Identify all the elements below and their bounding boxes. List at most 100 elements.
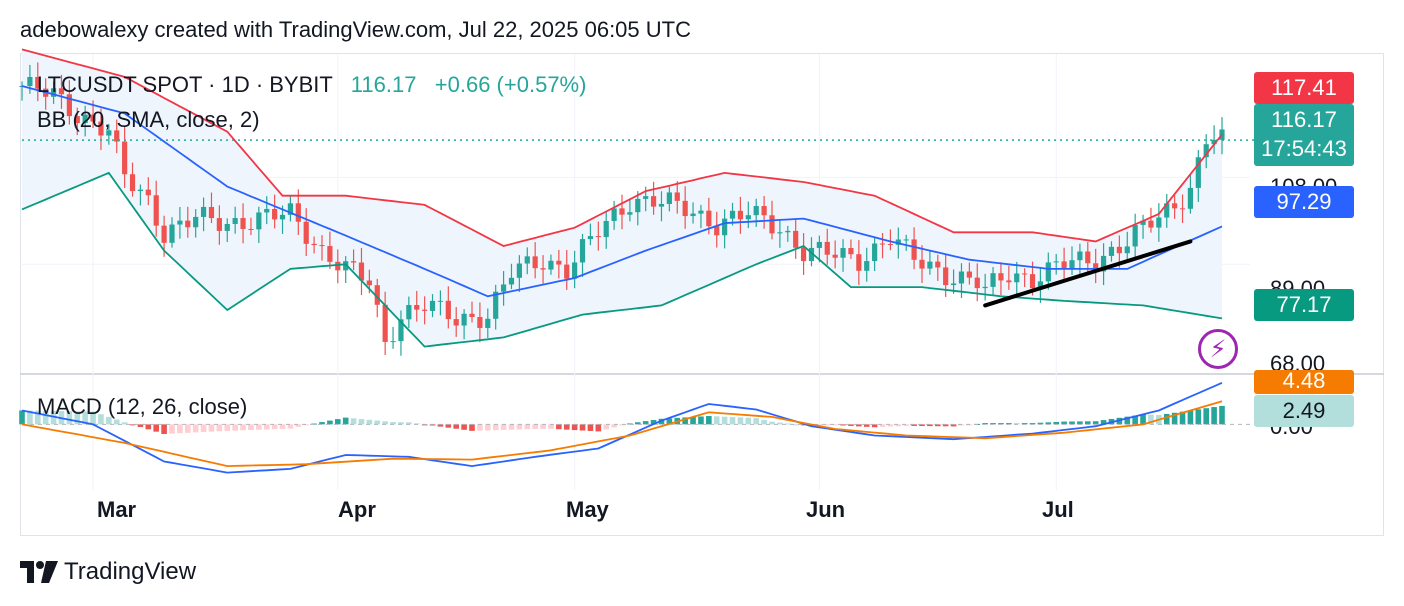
macd-histogram-bar [184, 424, 191, 433]
tradingview-logo-icon [20, 561, 58, 583]
candle-body [737, 210, 744, 220]
candle-body [122, 141, 128, 175]
candle-body [74, 116, 80, 124]
macd-histogram-bar [745, 417, 752, 425]
macd-histogram-bar [208, 424, 215, 432]
candle-body [982, 286, 988, 289]
bb-basis-tag: 97.29 [1254, 186, 1354, 218]
macd-histogram-bar [500, 424, 507, 430]
candle-body [793, 230, 799, 248]
candle-body [674, 192, 680, 201]
candle-body [1085, 251, 1091, 264]
candle-body [90, 114, 96, 122]
macd-histogram-bar [1171, 412, 1178, 425]
macd-histogram-bar [816, 424, 823, 426]
macd-histogram-bar [240, 424, 246, 431]
candle-body [414, 305, 420, 310]
candle-body [635, 198, 641, 213]
macd-histogram-bar [848, 424, 854, 426]
candle-body [82, 114, 88, 124]
macd-histogram-bar [1021, 423, 1028, 425]
macd-histogram-bar [824, 424, 831, 426]
symbol-label[interactable]: LTCUSDT SPOT · 1D · BYBIT [37, 72, 333, 97]
macd-histogram-bar [390, 422, 396, 425]
candle-body [1172, 203, 1178, 209]
macd-histogram-bar [650, 419, 657, 425]
macd-histogram-bar [106, 416, 112, 425]
macd-histogram-bar [1140, 414, 1146, 425]
macd-histogram-bar [263, 424, 270, 430]
macd-histogram-bar [477, 424, 483, 431]
candle-body [1029, 274, 1036, 289]
candle-body [177, 220, 183, 225]
candle-body [1014, 273, 1020, 283]
tradingview-logo[interactable]: TradingView [20, 558, 196, 586]
macd-histogram-bar [50, 410, 57, 425]
macd-histogram-bar [927, 424, 933, 427]
trendline-drawing [983, 239, 1193, 308]
candle-body [1077, 251, 1083, 261]
candle-body [643, 196, 649, 199]
candle-body [595, 236, 601, 238]
macd-histogram-bar [1092, 421, 1099, 425]
candle-body [500, 284, 507, 292]
time-axis-label: Jun [806, 497, 846, 522]
macd-line-tag: 2.49 [1254, 395, 1354, 427]
macd-legend[interactable]: MACD (12, 26, close) [37, 394, 248, 419]
macd-histogram-bar [1077, 421, 1083, 425]
candle-body [998, 273, 1004, 281]
macd-histogram-bar [295, 424, 302, 427]
macd-histogram-bar [958, 424, 965, 426]
lightning-icon[interactable]: ⚡ [1198, 329, 1238, 369]
candle-body [872, 243, 878, 262]
macd-histogram-bar [224, 424, 231, 431]
macd-histogram-bar [769, 421, 775, 425]
macd-histogram-bar [248, 424, 254, 431]
macd-histogram-bar [761, 419, 767, 425]
macd-histogram-bar [366, 419, 373, 425]
macd-histogram-bar [311, 423, 317, 425]
macd-histogram-bar [342, 417, 349, 425]
time-axis-label: Jul [1042, 497, 1074, 522]
candle-body [1108, 246, 1115, 256]
candle-body [1093, 263, 1099, 272]
macd-histogram-bar [1100, 420, 1107, 425]
bb-legend[interactable]: BB (20, SMA, close, 2) [37, 107, 260, 132]
candle-body [366, 280, 372, 286]
candle-body [627, 212, 633, 215]
candle-body [485, 318, 491, 328]
macd-histogram-bar [634, 422, 641, 425]
candle-body [974, 277, 980, 289]
macd-histogram-bar [721, 416, 728, 425]
macd-histogram-bar [145, 424, 152, 430]
candle-body [216, 218, 222, 231]
macd-histogram-bar [998, 423, 1004, 425]
candle-body [579, 239, 586, 263]
macd-histogram-bar [1061, 421, 1067, 425]
macd-histogram-bar [990, 423, 996, 425]
candle-body [706, 210, 712, 227]
macd-histogram-bar [74, 411, 81, 425]
macd-signal-tag: 4.48 [1254, 370, 1354, 394]
macd-histogram-bar [516, 424, 523, 430]
bb-upper-line [21, 48, 1223, 247]
macd-histogram-bar [1187, 410, 1194, 425]
candle-body [429, 300, 436, 311]
macd-histogram-bar [177, 424, 183, 434]
macd-histogram-bar [1037, 422, 1044, 425]
macd-histogram-bar [256, 424, 262, 430]
candle-body [927, 261, 933, 269]
macd-histogram-bar [871, 424, 878, 428]
candle-body [1211, 139, 1217, 145]
macd-histogram-bar [611, 424, 617, 428]
macd-histogram-bar [571, 424, 578, 431]
macd-histogram-bar [1053, 421, 1060, 425]
macd-histogram-bar [982, 423, 988, 425]
last-price-tag-value: 116.17 [1271, 107, 1337, 132]
macd-histogram-bar [911, 424, 917, 426]
candle-body [800, 247, 807, 262]
chart-credit: adebowalexy created with TradingView.com… [20, 17, 691, 42]
candle-body [690, 213, 696, 217]
candle-body [137, 189, 144, 192]
